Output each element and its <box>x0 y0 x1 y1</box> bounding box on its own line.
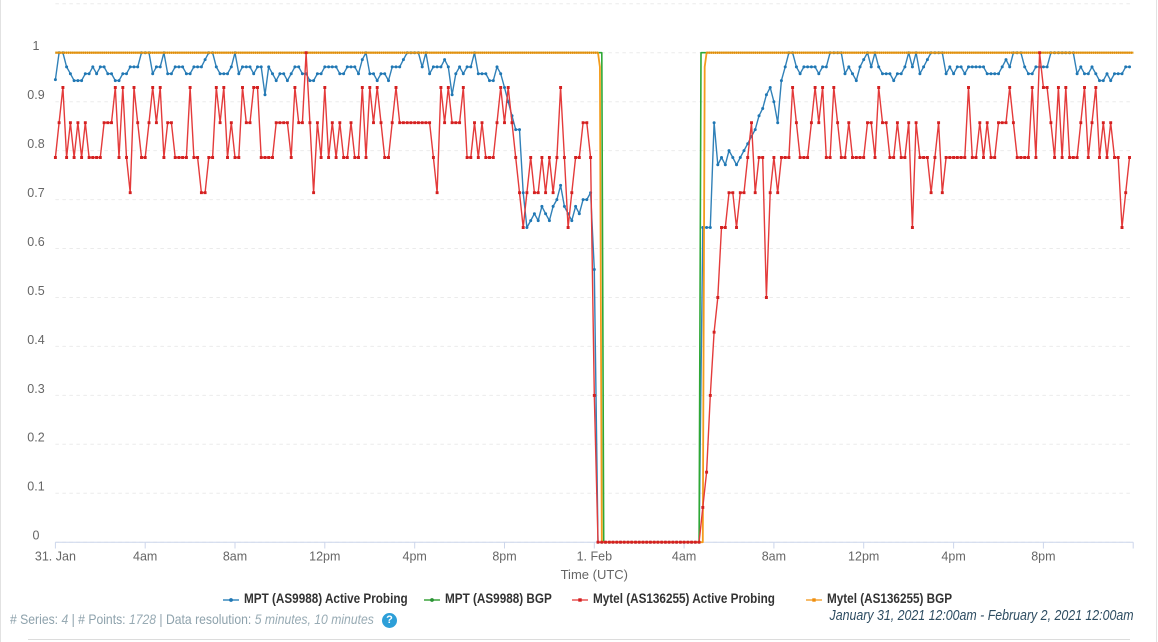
svg-text:0: 0 <box>33 529 40 543</box>
svg-text:4am: 4am <box>672 550 696 564</box>
svg-text:0.3: 0.3 <box>27 382 44 396</box>
svg-text:0.2: 0.2 <box>27 431 44 445</box>
svg-text:31. Jan: 31. Jan <box>35 550 76 564</box>
svg-text:0.9: 0.9 <box>27 88 44 102</box>
svg-text:12pm: 12pm <box>309 550 340 564</box>
svg-text:0.6: 0.6 <box>27 235 44 249</box>
svg-text:0.5: 0.5 <box>27 284 44 298</box>
svg-text:Time (UTC): Time (UTC) <box>561 567 628 582</box>
svg-text:0.7: 0.7 <box>27 186 44 200</box>
svg-text:4am: 4am <box>133 550 157 564</box>
svg-text:8pm: 8pm <box>1031 550 1055 564</box>
svg-text:0.1: 0.1 <box>27 480 44 494</box>
svg-text:8am: 8am <box>223 550 247 564</box>
svg-text:12pm: 12pm <box>848 550 879 564</box>
svg-text:1. Feb: 1. Feb <box>577 550 612 564</box>
svg-text:4pm: 4pm <box>941 550 965 564</box>
svg-text:4pm: 4pm <box>403 550 427 564</box>
svg-text:8pm: 8pm <box>492 550 516 564</box>
svg-text:8am: 8am <box>762 550 786 564</box>
svg-text:0.4: 0.4 <box>27 333 44 347</box>
svg-text:1: 1 <box>33 39 40 53</box>
svg-text:0.8: 0.8 <box>27 137 44 151</box>
